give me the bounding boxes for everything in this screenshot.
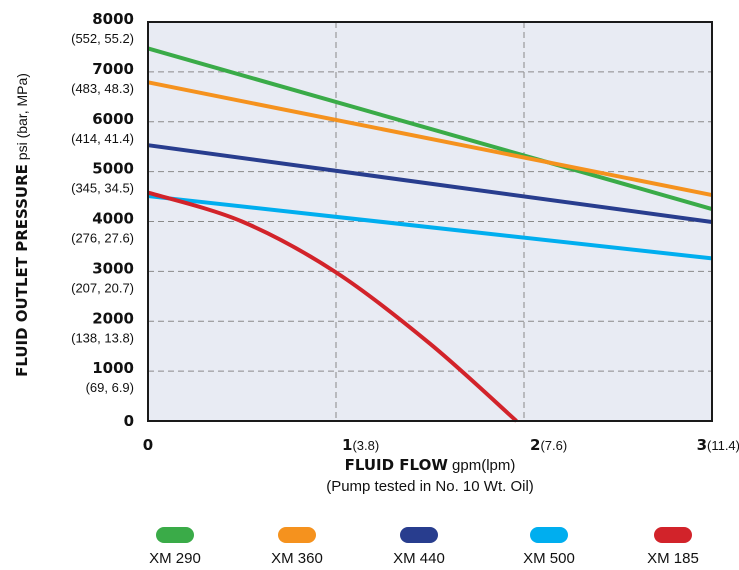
x-axis-label: FLUID FLOW gpm(lpm) bbox=[148, 456, 712, 474]
y-tick-sublabel-1000: (69, 6.9) bbox=[86, 380, 134, 395]
legend-label-xm500: XM 500 bbox=[523, 550, 575, 567]
y-axis-label-units: psi (bar, MPa) bbox=[14, 73, 30, 165]
legend-item-xm290: XM 290 bbox=[130, 527, 220, 567]
legend-label-xm440: XM 440 bbox=[393, 550, 445, 567]
series-line-xm500 bbox=[147, 194, 713, 261]
y-tick-sublabel-5000: (345, 34.5) bbox=[71, 181, 134, 196]
y-tick-label-6000: 6000 bbox=[92, 110, 134, 128]
series-line-xm290 bbox=[147, 46, 713, 211]
y-tick-label-3000: 3000 bbox=[92, 259, 134, 277]
x-tick-label-0: 0 bbox=[143, 436, 153, 454]
y-axis-label-bold: FLUID OUTLET PRESSURE bbox=[13, 164, 31, 377]
y-tick-sublabel-4000: (276, 27.6) bbox=[71, 231, 134, 246]
y-tick-label-4000: 4000 bbox=[92, 210, 134, 228]
y-tick-sublabel-3000: (207, 20.7) bbox=[71, 280, 134, 295]
legend-label-xm290: XM 290 bbox=[149, 550, 201, 567]
legend-swatch-xm290 bbox=[156, 527, 194, 543]
legend-item-xm500: XM 500 bbox=[504, 527, 594, 567]
series-line-xm440 bbox=[147, 143, 713, 224]
y-tick-label-5000: 5000 bbox=[92, 160, 134, 178]
x-tick-labels: 0 1(3.8) 2(7.6) 3(11.4) bbox=[143, 436, 739, 454]
y-tick-sublabel-7000: (483, 48.3) bbox=[71, 81, 134, 96]
legend: XM 290 XM 360 XM 440 XM 500 XM 185 bbox=[130, 527, 730, 567]
y-tick-label-1000: 1000 bbox=[92, 359, 134, 377]
x-tick-label-1: 1(3.8) bbox=[342, 436, 379, 454]
x-axis-note: (Pump tested in No. 10 Wt. Oil) bbox=[326, 478, 534, 495]
legend-swatch-xm185 bbox=[654, 527, 692, 543]
x-tick-label-2: 2(7.6) bbox=[530, 436, 567, 454]
y-tick-label-0: 0 bbox=[124, 412, 134, 430]
legend-swatch-xm360 bbox=[278, 527, 316, 543]
legend-item-xm440: XM 440 bbox=[374, 527, 464, 567]
plot-frame bbox=[147, 21, 713, 422]
x-tick-label-3: 3(11.4) bbox=[697, 436, 739, 454]
x-axis-label-units: gpm(lpm) bbox=[447, 457, 516, 474]
y-tick-sublabel-8000: (552, 55.2) bbox=[71, 31, 134, 46]
y-tick-label-7000: 7000 bbox=[92, 60, 134, 78]
legend-item-xm185: XM 185 bbox=[628, 527, 718, 567]
series-lines bbox=[147, 46, 713, 423]
y-tick-label-8000: 8000 bbox=[92, 10, 134, 28]
y-tick-sublabel-6000: (414, 41.4) bbox=[71, 131, 134, 146]
legend-swatch-xm500 bbox=[530, 527, 568, 543]
y-tick-label-2000: 2000 bbox=[92, 309, 134, 327]
legend-item-xm360: XM 360 bbox=[252, 527, 342, 567]
legend-swatch-xm440 bbox=[400, 527, 438, 543]
legend-label-xm185: XM 185 bbox=[647, 550, 699, 567]
y-tick-labels: 8000 (552, 55.2) 7000 (483, 48.3) 6000 (414, … bbox=[71, 10, 134, 430]
legend-label-xm360: XM 360 bbox=[271, 550, 323, 567]
x-axis-label-bold: FLUID FLOW bbox=[344, 456, 448, 474]
series-line-xm185 bbox=[147, 190, 518, 423]
series-line-xm360 bbox=[147, 80, 713, 198]
y-tick-sublabel-2000: (138, 13.8) bbox=[71, 330, 134, 345]
y-axis-label: FLUID OUTLET PRESSURE psi (bar, MPa) bbox=[7, 0, 37, 570]
